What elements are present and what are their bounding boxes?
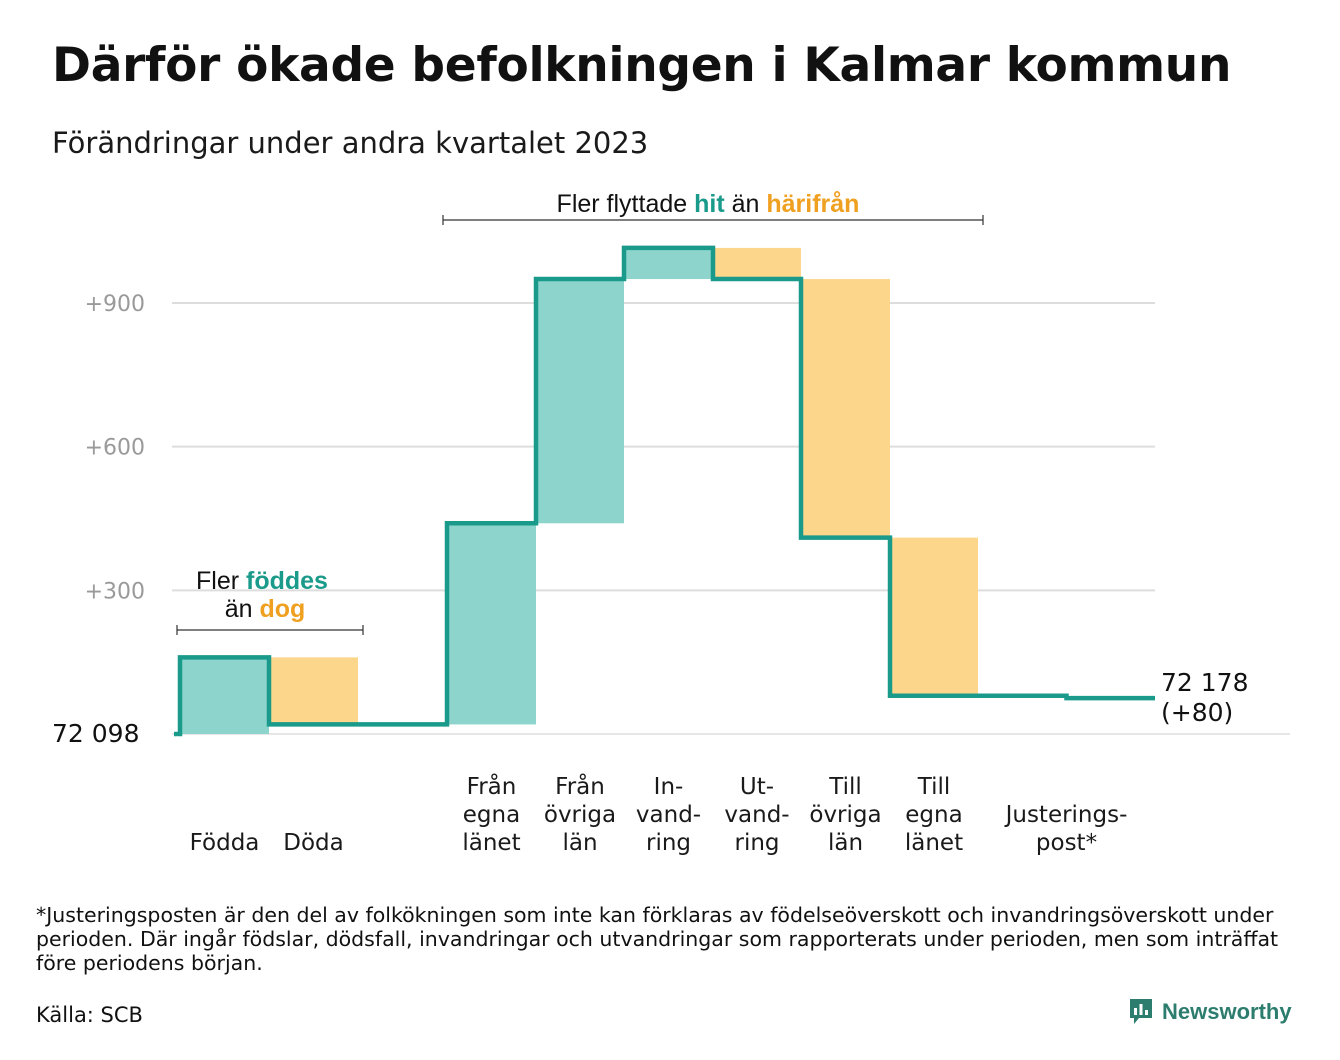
category-label: post* xyxy=(1036,830,1097,856)
tick-layer: +300 +600 +900 xyxy=(85,292,145,604)
migration-bracket xyxy=(442,215,984,225)
category-label: Från xyxy=(555,772,605,800)
logo-text: Newsworthy xyxy=(1162,999,1292,1024)
category-label: In- xyxy=(654,774,684,800)
bar-2 xyxy=(447,523,536,725)
y-tick-label: +600 xyxy=(85,436,145,461)
births-annotation-line1: Fler föddes xyxy=(196,567,328,595)
y-tick-label: +300 xyxy=(85,579,145,604)
category-label: Till xyxy=(917,774,951,800)
source: Källa: SCB xyxy=(36,1003,143,1027)
bar-7 xyxy=(890,537,978,696)
bar-5 xyxy=(713,247,801,280)
baseline-label: 72 098 xyxy=(52,719,139,748)
bar-layer xyxy=(180,247,978,734)
line-layer xyxy=(174,245,1155,737)
category-label: län xyxy=(828,830,863,856)
category-label: Justerings- xyxy=(1004,802,1128,828)
category-label: övriga xyxy=(809,802,881,828)
category-label: Till xyxy=(828,774,862,800)
category-label: övriga xyxy=(544,802,616,828)
label-layer: Födda DödaFrånegnalänetFrånövrigalänIn-va… xyxy=(190,772,1128,856)
category-label: Döda xyxy=(283,830,343,856)
category-label: vand- xyxy=(636,802,701,828)
bar-6 xyxy=(801,279,890,538)
category-label: ring xyxy=(646,830,691,856)
y-tick-label: +900 xyxy=(85,292,145,317)
category-label: Ut- xyxy=(740,774,774,800)
category-label: länet xyxy=(462,830,520,856)
chart-subtitle: Förändringar under andra kvartalet 2023 xyxy=(52,126,649,160)
waterfall-chart: +300+600+900 Födda DödaFrånegnalänetFrånö… xyxy=(52,190,1290,856)
footnote: *Justeringsposten är den del av folkökni… xyxy=(36,903,1279,975)
grid-layer xyxy=(172,302,1290,735)
cumulative-step-line xyxy=(174,245,1155,737)
category-label: vand- xyxy=(724,802,789,828)
end-change-label: (+80) xyxy=(1161,698,1233,727)
chart-title: Därför ökade befolkningen i Kalmar kommu… xyxy=(52,38,1232,93)
category-label: egna xyxy=(905,802,962,828)
births-annotation-line2: än dog xyxy=(225,595,306,623)
category-label: ring xyxy=(734,830,779,856)
newsworthy-logo: Newsworthy xyxy=(1128,997,1292,1027)
category-label: länet xyxy=(905,830,963,856)
bar-0 xyxy=(180,657,269,734)
bar-1 xyxy=(269,657,358,725)
bar-chart-bubble-icon xyxy=(1130,999,1152,1024)
bar-4 xyxy=(624,247,713,280)
births-bracket xyxy=(176,625,364,635)
category-label: län xyxy=(562,830,597,856)
end-value-label: 72 178 xyxy=(1161,668,1248,697)
category-label: Från xyxy=(467,772,517,800)
category-label: Födda xyxy=(190,830,260,856)
category-label: egna xyxy=(463,802,520,828)
bar-3 xyxy=(536,279,624,524)
migration-annotation: Fler flyttade hit än härifrån xyxy=(557,190,860,218)
